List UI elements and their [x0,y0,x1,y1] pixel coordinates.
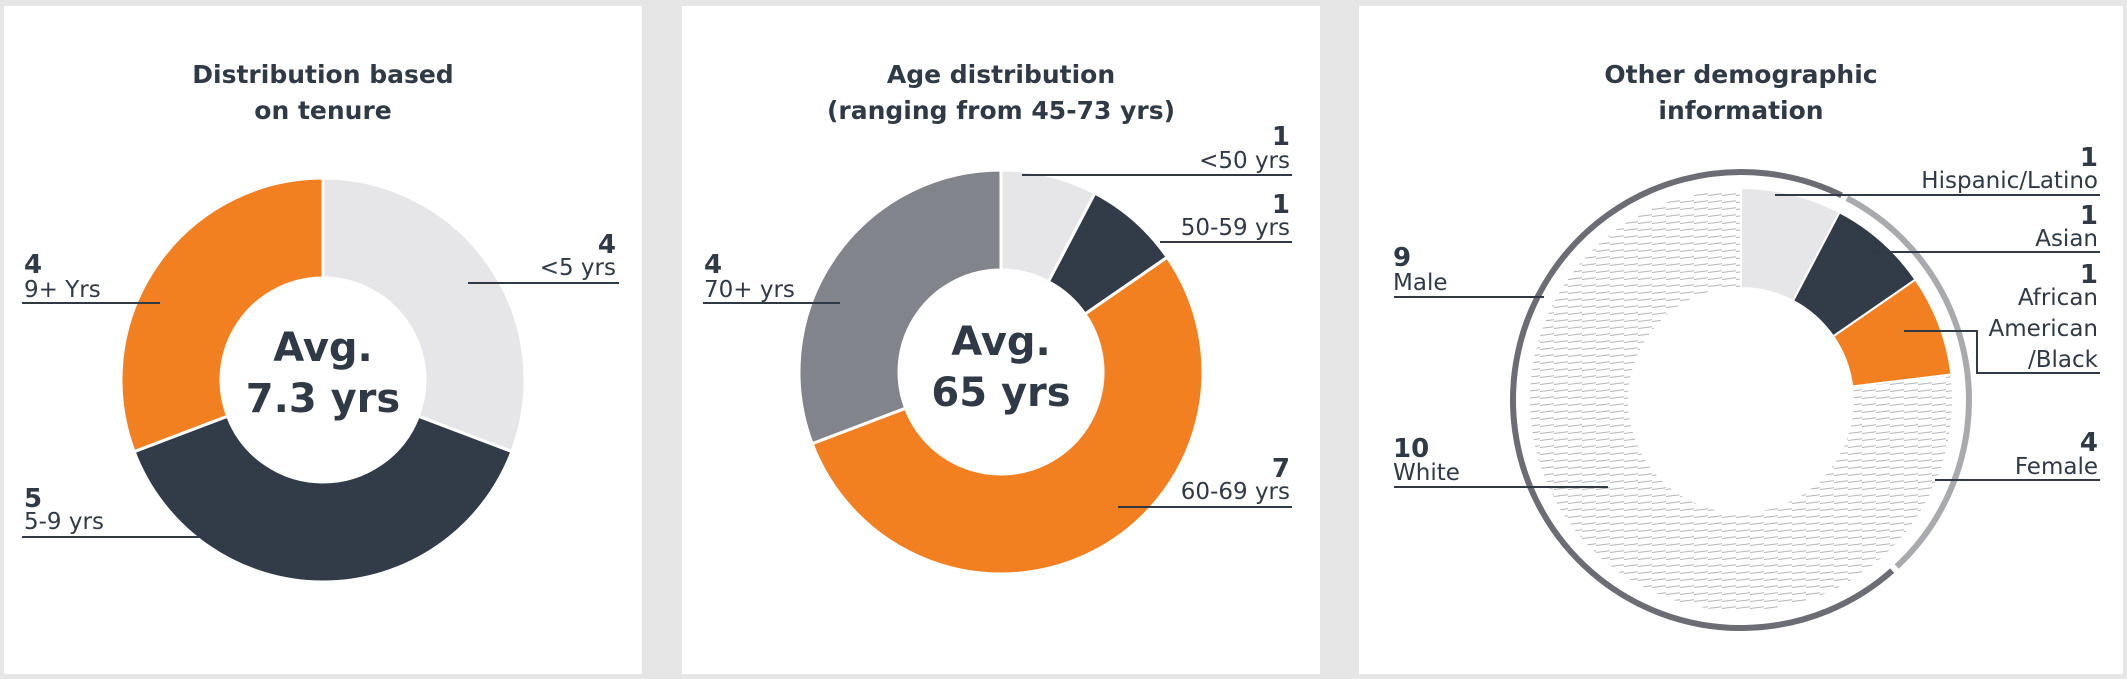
data-label-category: African [2018,285,2098,311]
chart-title-line-2: information [1658,96,1823,125]
data-label-category: 9+ Yrs [24,277,101,303]
data-label-category: <50 yrs [1199,148,1290,174]
data-label-value: 1 [2080,201,2098,231]
data-label-category: <5 yrs [540,255,616,281]
data-label-value: 9 [1393,243,1411,273]
data-label-category: 70+ yrs [704,277,795,303]
data-label-value: 4 [24,250,42,280]
center-label-line-1: Avg. [273,325,372,371]
demographic-donut [1504,163,1978,637]
slice-9-yrs [119,176,325,454]
tenure-donut [119,176,527,584]
data-label-category: White [1393,460,1460,486]
data-label-value: 1 [2080,143,2098,173]
data-label-value: 10 [1393,434,1429,464]
data-label-category: Male [1393,270,1447,296]
data-label-value: 4 [598,230,616,260]
chart-title-line-2: (ranging from 45-73 yrs) [827,96,1175,125]
data-label-value: 5 [24,484,42,514]
chart-title-line-2: on tenure [254,96,391,125]
data-label-value: 4 [704,250,722,280]
data-label-category: 60-69 yrs [1181,479,1290,505]
slice-5-9-yrs [132,414,514,584]
slice-60-69-yrs [810,255,1205,576]
age-donut [797,168,1205,576]
data-label-category: Asian [2035,226,2098,252]
data-label-category: Female [2015,454,2098,480]
data-label-value: 7 [1272,454,1290,484]
slice-70-yrs [797,168,1003,446]
data-label-value: 1 [1272,122,1290,152]
center-label-line-1: Avg. [951,319,1050,365]
data-label-category: 50-59 yrs [1181,215,1290,241]
data-label-category: American [1989,316,2098,342]
chart-title-line-1: Other demographic [1604,60,1877,89]
center-label-line-2: 7.3 yrs [246,376,400,422]
leader-line [1904,330,2100,374]
slice-5-yrs [321,176,527,454]
data-label-value: 1 [2080,260,2098,290]
data-label-category: Hispanic/Latino [1921,168,2098,194]
chart-title-line-1: Distribution based [192,60,453,89]
data-label-category: 5-9 yrs [24,509,104,535]
data-label-category: /Black [2028,347,2099,373]
center-label-line-2: 65 yrs [931,370,1070,416]
data-label-value: 1 [1272,190,1290,220]
chart-title-line-1: Age distribution [887,60,1115,89]
slice-male [1504,163,1903,637]
data-label-value: 4 [2080,428,2098,458]
slice-white [1528,186,1954,613]
